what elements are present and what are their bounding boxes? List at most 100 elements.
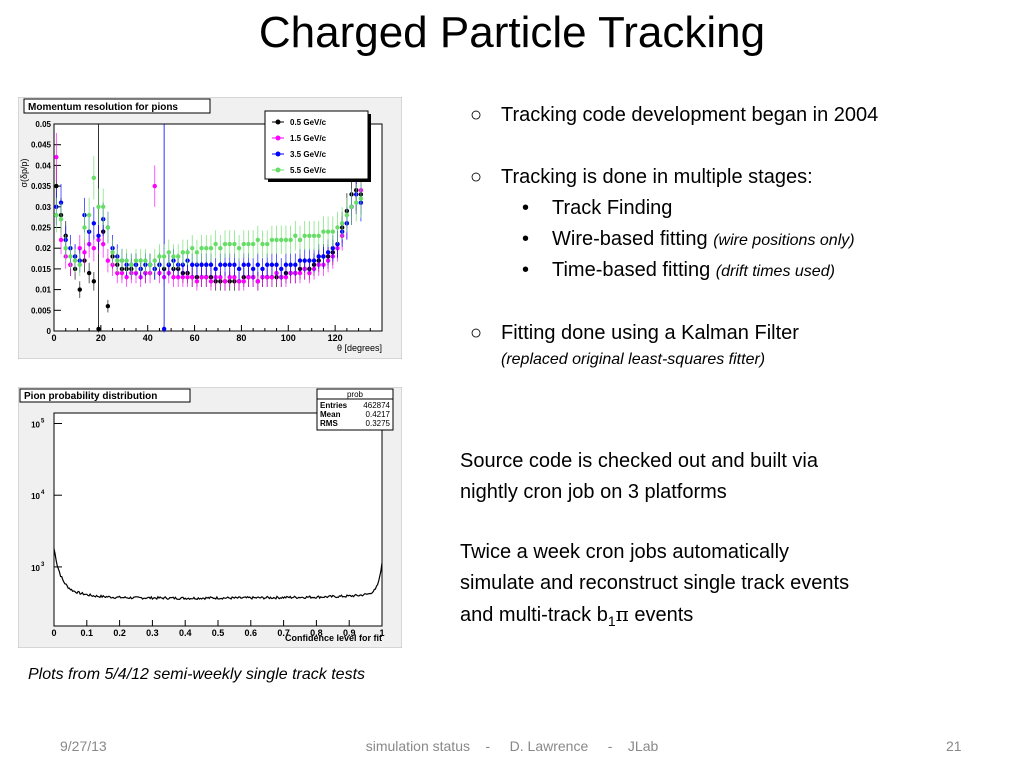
y-tick-label: 0.01 xyxy=(35,286,51,295)
data-point xyxy=(293,262,298,267)
data-point xyxy=(58,217,64,222)
data-point xyxy=(325,229,331,234)
footer-center: simulation status - D. Lawrence - JLab xyxy=(365,738,659,754)
data-point xyxy=(166,250,171,255)
data-point xyxy=(311,258,317,263)
data-point xyxy=(222,262,228,267)
y-tick-label: 0.025 xyxy=(31,224,52,233)
data-point xyxy=(208,279,214,284)
sub-bullet-note: (drift times used) xyxy=(715,263,835,280)
x-tick-label: 0 xyxy=(51,628,56,638)
data-point xyxy=(152,183,157,189)
data-point xyxy=(171,274,176,280)
sub-bullet-text: Wire-based fitting xyxy=(552,228,708,250)
bullet-text: Tracking code development began in 2004 xyxy=(501,104,879,126)
chart-title: Pion probability distribution xyxy=(24,391,157,402)
x-tick-label: 0.6 xyxy=(245,628,258,638)
data-point xyxy=(250,266,256,272)
data-point xyxy=(91,279,97,284)
data-point xyxy=(222,241,228,247)
data-point xyxy=(279,237,284,243)
y-tick-label: 0.045 xyxy=(31,141,52,150)
data-point xyxy=(241,262,246,267)
chart-title-box xyxy=(23,98,211,114)
y-tick-label: 0.02 xyxy=(35,244,51,253)
legend-marker xyxy=(275,167,281,173)
paragraph-line: nightly cron job on 3 platforms xyxy=(460,481,727,503)
build-paragraph: Source code is checked out and built via… xyxy=(460,446,980,508)
x-tick-label: 0.4 xyxy=(179,628,192,638)
y-tick-label: 10 xyxy=(31,564,40,573)
dot-bullet-icon: • xyxy=(522,228,530,250)
data-point xyxy=(288,237,293,243)
x-tick-label: 20 xyxy=(96,333,106,343)
data-point xyxy=(358,196,364,201)
data-point xyxy=(288,262,293,267)
sub-bullet-text: Time-based fitting xyxy=(552,259,711,281)
data-point xyxy=(279,266,284,272)
y-axis-label: σ(δp/p) xyxy=(19,158,29,187)
y-tick-label: 0.04 xyxy=(35,161,51,170)
data-point xyxy=(297,258,303,263)
data-point xyxy=(204,246,209,251)
x-tick-label: 0.9 xyxy=(343,628,356,638)
data-point xyxy=(63,246,68,251)
data-point xyxy=(54,154,59,160)
y-tick-label: 0.05 xyxy=(35,120,51,129)
data-point xyxy=(204,274,209,280)
data-point xyxy=(316,254,321,259)
data-point xyxy=(236,279,242,284)
data-point xyxy=(227,262,232,267)
stats-name: prob xyxy=(347,390,364,399)
data-point xyxy=(265,274,270,280)
legend-marker xyxy=(275,151,281,157)
data-point xyxy=(77,287,82,292)
chart-title: Momentum resolution for pions xyxy=(28,102,178,113)
data-point xyxy=(124,274,129,280)
data-point xyxy=(204,262,209,267)
data-point xyxy=(236,266,242,272)
data-point xyxy=(213,266,218,272)
data-point xyxy=(246,262,251,267)
footer-page-number: 21 xyxy=(946,738,962,754)
paragraph-line: and multi-track b1π events xyxy=(460,599,980,637)
data-point xyxy=(208,246,214,251)
data-point xyxy=(82,250,87,255)
legend-label: 1.5 GeV/c xyxy=(290,134,327,143)
x-tick-label: 0.1 xyxy=(81,628,94,638)
data-point xyxy=(101,204,106,209)
circle-bullet-icon: ○ xyxy=(470,166,483,188)
data-point xyxy=(265,241,270,247)
y-tick-label: 0.035 xyxy=(31,182,52,191)
data-point xyxy=(307,270,312,276)
paragraph-text: events xyxy=(628,604,694,626)
subscript: 1 xyxy=(607,613,616,629)
pion-probability-chart: Pion probability distribution 0 0.1 0.2 0.3… xyxy=(18,387,402,648)
data-point xyxy=(91,246,97,251)
data-point xyxy=(72,258,78,263)
data-point xyxy=(185,250,190,255)
sub-bullet-text: Track Finding xyxy=(552,197,673,219)
momentum-resolution-chart: Momentum resolution for pions 0 20 40 60 80 1… xyxy=(18,97,402,359)
data-point xyxy=(222,279,228,284)
x-tick-label: 80 xyxy=(236,333,246,343)
data-point xyxy=(54,183,59,189)
x-tick-label: 100 xyxy=(281,333,296,343)
data-point xyxy=(91,221,97,226)
data-point xyxy=(227,241,232,247)
data-point xyxy=(147,262,153,267)
circle-bullet-icon: ○ xyxy=(470,322,483,344)
data-point xyxy=(105,303,111,309)
data-point xyxy=(330,229,335,234)
data-point xyxy=(133,258,139,263)
data-point xyxy=(171,254,176,259)
data-point xyxy=(236,246,242,251)
pi-symbol: π xyxy=(615,602,629,626)
dot-bullet-icon: • xyxy=(522,197,530,219)
data-point xyxy=(311,233,317,238)
data-point xyxy=(321,254,326,259)
data-point xyxy=(199,274,204,280)
data-point xyxy=(190,262,195,267)
stats-rms: 0.3275 xyxy=(366,419,391,428)
data-point xyxy=(297,237,303,243)
